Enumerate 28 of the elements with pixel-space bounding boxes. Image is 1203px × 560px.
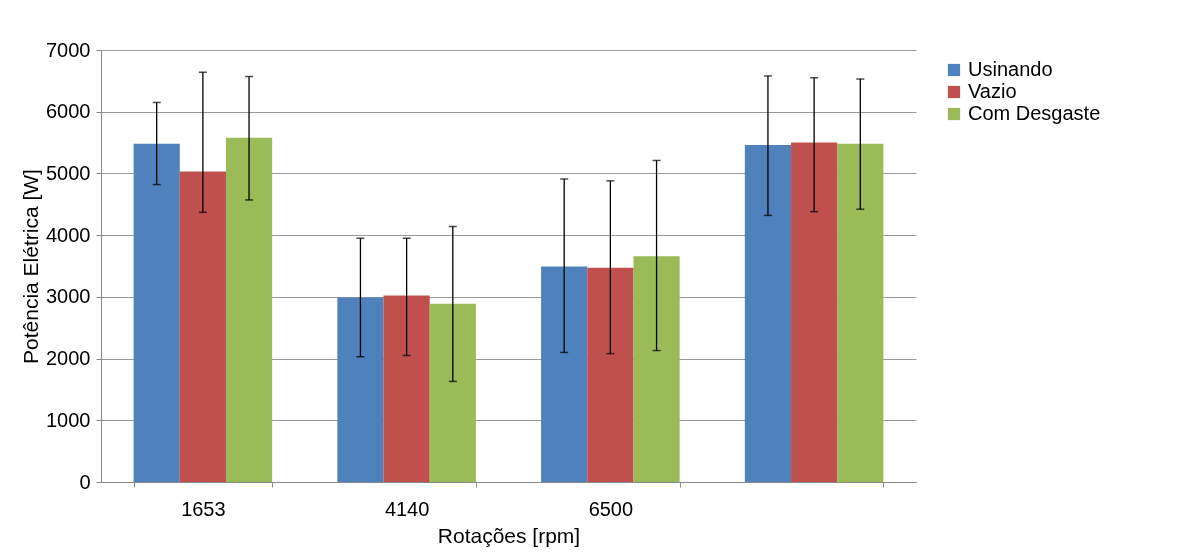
- bar: [225, 137, 273, 482]
- bar: [541, 266, 588, 482]
- bar: [587, 267, 634, 482]
- bar: [429, 303, 476, 482]
- y-tick-label: 2000: [46, 347, 91, 370]
- legend-label: Usinando: [968, 58, 1053, 80]
- legend-label: Com Desgaste: [968, 102, 1101, 124]
- y-tick-label: 6000: [46, 100, 91, 123]
- y-tick-label: 0: [79, 470, 91, 493]
- x-tick-label: 4140: [384, 497, 430, 520]
- bar: [633, 256, 680, 482]
- y-tick-label: 5000: [46, 161, 91, 184]
- bar: [133, 143, 180, 482]
- y-tick-label: 1000: [46, 408, 91, 431]
- x-axis-title: Rotações [rpm]: [437, 523, 581, 547]
- bar: [179, 171, 226, 482]
- bar: [383, 295, 430, 482]
- legend-label: Vazio: [968, 80, 1017, 102]
- x-tick-label: 1653: [181, 497, 226, 520]
- y-axis-title: Potência Elétrica [W]: [19, 169, 43, 364]
- y-tick-label: 7000: [46, 38, 91, 61]
- bar: [337, 297, 384, 482]
- bar: [837, 143, 884, 482]
- y-tick-label: 4000: [46, 223, 91, 246]
- bar: [744, 145, 792, 482]
- x-tick-label: 6500: [588, 497, 634, 520]
- bar: [791, 142, 838, 482]
- y-tick-label: 3000: [46, 285, 91, 308]
